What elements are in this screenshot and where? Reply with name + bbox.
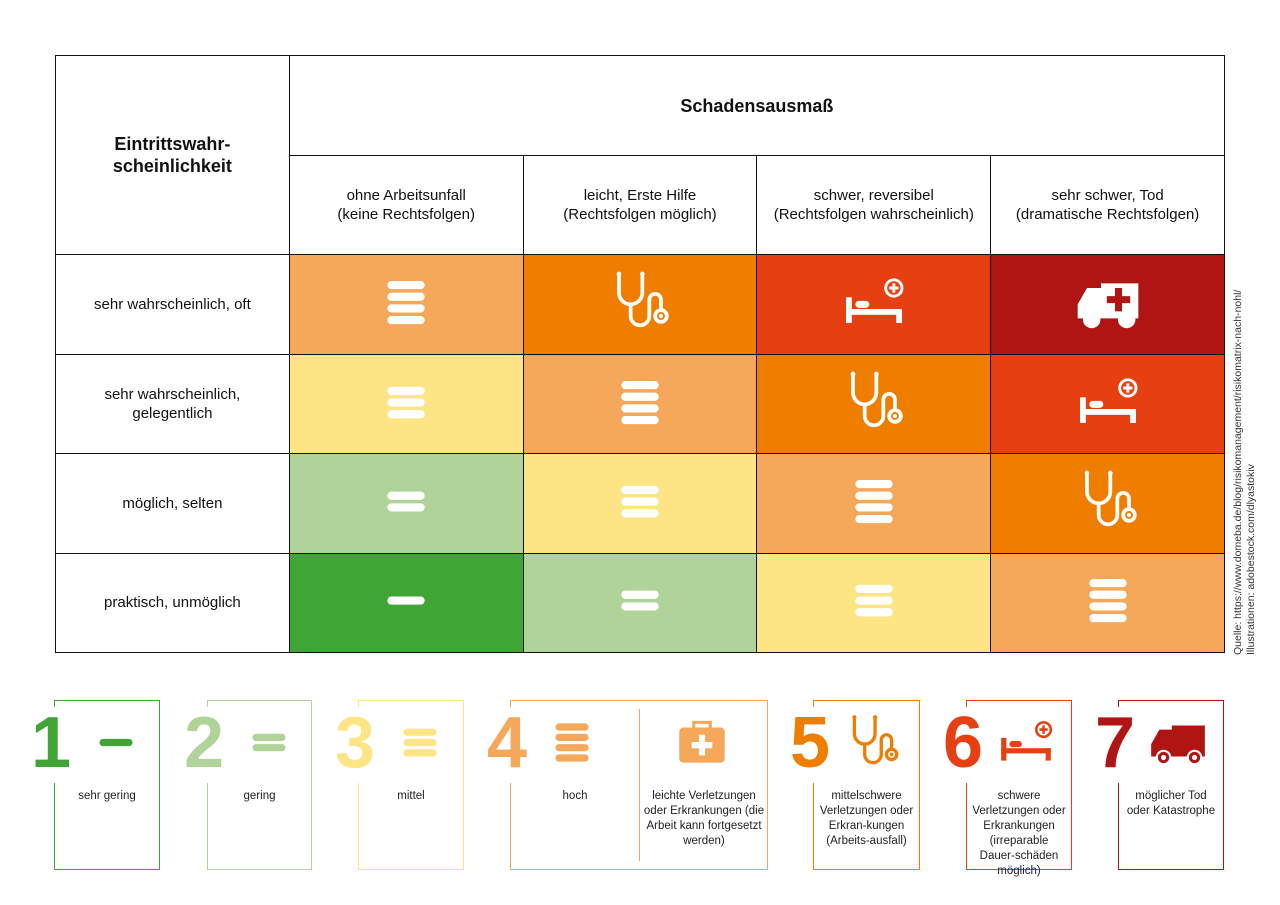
- stethoscope-icon: [1073, 466, 1143, 536]
- legend-item-5: 5 mittelschwere Verletzungen oder Erkran-…: [790, 700, 920, 870]
- legend-label: schwere Verletzungen oder Erkrankungen (…: [972, 790, 1066, 877]
- risk-cell-level-3: [288, 353, 524, 455]
- hospital-bed-icon: [1073, 367, 1143, 437]
- risk-cell-level-4: [990, 552, 1225, 654]
- stethoscope-icon: [842, 711, 904, 773]
- bars-1-icon: [371, 565, 441, 635]
- legend-number: 1: [31, 703, 71, 783]
- bars-3-icon: [389, 711, 451, 773]
- legend-number: 6: [943, 703, 983, 783]
- bars-4-icon: [371, 267, 441, 337]
- severity-column-2: leicht, Erste Hilfe (Rechtsfolgen möglic…: [522, 155, 758, 256]
- matrix-row: möglich, selten: [55, 453, 1225, 554]
- risk-cell-level-4: [522, 353, 758, 455]
- bars-3-icon: [371, 367, 441, 437]
- legend-number: 2: [184, 703, 224, 783]
- column-header: Schadensausmaß: [288, 54, 1226, 157]
- legend-number: 5: [790, 703, 830, 783]
- row-header-text: Eintrittswahr- scheinlichkeit: [112, 134, 232, 177]
- likelihood-label: sehr wahrscheinlich, gelegentlich: [55, 353, 290, 455]
- severity-column-3: schwer, reversibel (Rechtsfolgen wahrsch…: [756, 155, 992, 256]
- legend-item-4: 4 hoch leichte Verletzungen oder Erkrankun…: [487, 700, 768, 870]
- severity-column-4: sehr schwer, Tod (dramatische Rechtsfolg…: [990, 155, 1225, 256]
- legend-label: sehr gering: [78, 790, 136, 802]
- legend-number: 7: [1095, 703, 1135, 783]
- risk-cell-level-3: [756, 552, 992, 654]
- bars-4-icon: [839, 466, 909, 536]
- legend-extra-label: leichte Verletzungen oder Erkrankungen (…: [643, 790, 765, 847]
- risk-matrix: Eintrittswahr- scheinlichkeit Schadensau…: [55, 54, 1226, 654]
- stethoscope-icon: [839, 367, 909, 437]
- risk-cell-level-1: [288, 552, 524, 654]
- bars-4-icon: [605, 367, 675, 437]
- legend-label: möglicher Tod oder Katastrophe: [1126, 790, 1216, 817]
- risk-cell-level-5: [990, 453, 1225, 554]
- legend-item-2: 2 gering: [184, 700, 312, 870]
- ambulance-icon: [1147, 711, 1209, 773]
- risk-cell-level-2: [522, 552, 758, 654]
- bars-1-icon: [85, 711, 147, 773]
- bars-4-icon: [541, 711, 603, 773]
- risk-cell-level-5: [522, 254, 758, 355]
- legend-divider: [639, 709, 640, 861]
- legend-label: mittel: [397, 790, 425, 802]
- ambulance-icon: [1063, 267, 1153, 337]
- legend-label: gering: [243, 790, 276, 802]
- risk-cell-level-3: [522, 453, 758, 554]
- hospital-bed-icon: [995, 711, 1057, 773]
- bars-4-icon: [1073, 565, 1143, 635]
- likelihood-label: praktisch, unmöglich: [55, 552, 290, 654]
- matrix-row: sehr wahrscheinlich, gelegentlich: [55, 353, 1225, 455]
- legend-label: mittelschwere Verletzungen oder Erkran-k…: [819, 790, 914, 847]
- legend-label: hoch: [562, 790, 588, 802]
- hospital-bed-icon: [839, 267, 909, 337]
- likelihood-label: möglich, selten: [55, 453, 290, 554]
- bars-3-icon: [839, 565, 909, 635]
- risk-cell-level-4: [288, 254, 524, 355]
- severity-column-1: ohne Arbeitsunfall (keine Rechtsfolgen): [288, 155, 524, 256]
- risk-cell-level-6: [990, 353, 1225, 455]
- bars-3-icon: [605, 466, 675, 536]
- legend-item-1: 1 sehr gering: [31, 700, 160, 870]
- risk-cell-level-6: [756, 254, 992, 355]
- legend-number: 4: [487, 703, 527, 783]
- matrix-row: praktisch, unmöglich: [55, 552, 1225, 654]
- risk-cell-level-5: [756, 353, 992, 455]
- risk-cell-level-7: [990, 254, 1225, 355]
- risk-cell-level-4: [756, 453, 992, 554]
- legend-item-6: 6 schwere Verletzungen oder Erkrankungen …: [943, 700, 1072, 877]
- likelihood-label: sehr wahrscheinlich, oft: [55, 254, 290, 355]
- stethoscope-icon: [605, 267, 675, 337]
- legend-item-7: 7 möglicher Tod oder Katastrophe: [1095, 700, 1224, 870]
- bars-2-icon: [238, 711, 300, 773]
- risk-cell-level-2: [288, 453, 524, 554]
- legend-item-3: 3 mittel: [335, 700, 464, 870]
- bars-2-icon: [371, 466, 441, 536]
- first-aid-kit-icon: [671, 711, 733, 773]
- bars-2-icon: [605, 565, 675, 635]
- legend-number: 3: [335, 703, 375, 783]
- row-header: Eintrittswahr- scheinlichkeit: [55, 54, 290, 256]
- source-credit: Quelle: https://www.domeba.de/blog/risik…: [1232, 289, 1257, 655]
- matrix-row: sehr wahrscheinlich, oft: [55, 254, 1225, 355]
